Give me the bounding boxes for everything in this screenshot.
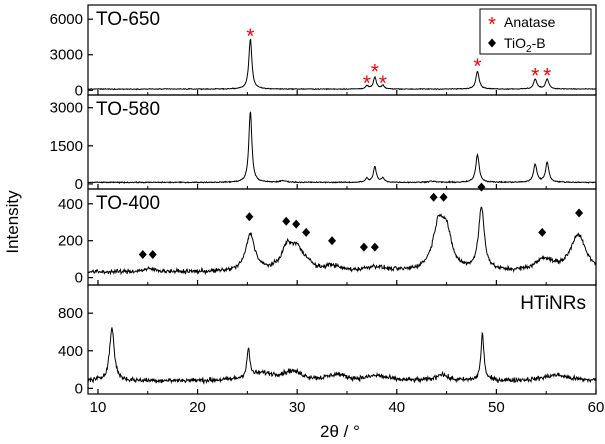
- x-tick-label: 50: [488, 399, 505, 416]
- x-tick-label: 60: [588, 399, 605, 416]
- series-line-to-580: [87, 111, 597, 184]
- anatase-marker: *: [543, 65, 551, 88]
- series-line-to-400: [87, 206, 597, 276]
- tio2b-marker: [138, 250, 147, 260]
- legend-anatase-symbol: *: [488, 14, 496, 36]
- panel-label: TO-650: [96, 9, 160, 30]
- panel-label: HTiNRs: [520, 293, 586, 314]
- tio2b-marker: [370, 242, 379, 252]
- y-tick-label: 800: [58, 305, 83, 322]
- x-tick-label: 30: [289, 399, 306, 416]
- legend: * Anatase TiO2-B: [479, 8, 592, 55]
- tio2b-marker: [477, 182, 486, 192]
- legend-anatase-label: Anatase: [504, 14, 556, 30]
- y-tick-label: 0: [75, 176, 83, 193]
- tio2b-marker: [575, 208, 584, 218]
- series-line-to-650: [88, 38, 597, 91]
- y-tick-label: 0: [75, 270, 83, 287]
- panel-to-580: 0 1500 3000 TO-580: [50, 94, 597, 193]
- legend-box: [479, 8, 592, 55]
- y-axis-label: Intensity: [3, 190, 22, 254]
- y-tick-label: 1500: [50, 138, 83, 155]
- series-line-htinrs: [87, 327, 597, 385]
- x-tick-label: 10: [90, 399, 107, 416]
- tio2b-marker: [282, 216, 291, 226]
- panel-label: TO-400: [96, 193, 160, 214]
- legend-tio2b-label: TiO2-B: [504, 35, 546, 55]
- y-tick-label: 400: [58, 196, 83, 213]
- anatase-marker: *: [246, 25, 254, 48]
- panel-htinrs: 0 400 800 HTiNRs: [58, 284, 597, 397]
- tio2b-marker: [328, 236, 337, 246]
- tio2b-marker: [538, 227, 547, 237]
- anatase-marker: *: [531, 65, 539, 88]
- anatase-marker: *: [371, 61, 379, 84]
- x-axis: 10 20 30 40 50 60: [90, 399, 605, 416]
- panel-to-400: 0 200 400 TO-400: [58, 182, 597, 287]
- tio2b-marker: [292, 219, 301, 229]
- anatase-marker: *: [363, 72, 371, 95]
- y-tick-label: 6000: [50, 11, 83, 28]
- tio2b-marker: [359, 242, 368, 252]
- x-tick-label: 20: [189, 399, 206, 416]
- panel-label: TO-580: [96, 99, 160, 120]
- tio2b-marker: [245, 212, 254, 222]
- tio2b-marker: [439, 192, 448, 202]
- anatase-marker: *: [473, 55, 481, 78]
- tio2b-marker: [302, 227, 311, 237]
- panel-frame: [87, 284, 597, 395]
- tio2b-marker: [148, 250, 157, 260]
- y-tick-label: 3000: [50, 47, 83, 64]
- anatase-marker: *: [379, 72, 387, 95]
- y-tick-label: 3000: [50, 100, 83, 117]
- y-tick-label: 400: [58, 343, 83, 360]
- legend-tio2b-symbol: [488, 38, 496, 48]
- tio2b-marker: [429, 192, 438, 202]
- x-tick-label: 40: [388, 399, 405, 416]
- y-tick-label: 200: [58, 233, 83, 250]
- x-axis-label: 2θ / °: [320, 422, 360, 441]
- panel-frame: [87, 94, 597, 190]
- y-tick-label: 0: [75, 380, 83, 397]
- y-tick-label: 0: [75, 82, 83, 99]
